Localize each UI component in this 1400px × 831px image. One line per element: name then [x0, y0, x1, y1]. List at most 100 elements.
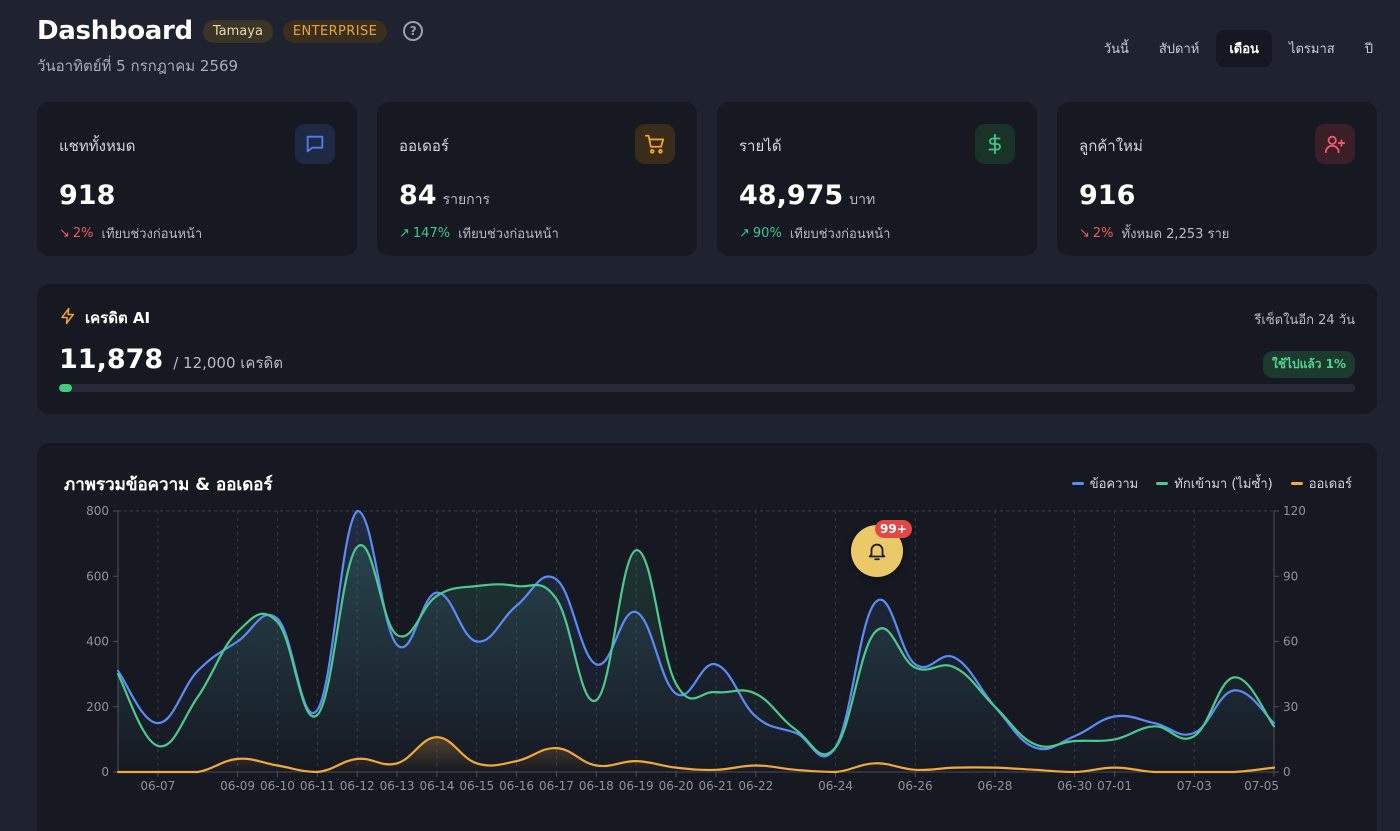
series-line-orders	[116, 736, 1276, 774]
stat-value-row: 916	[1079, 180, 1355, 211]
tab-year[interactable]: ปี	[1364, 42, 1373, 57]
stat-value: 84	[399, 180, 437, 211]
stat-note: เทียบช่วงก่อนหน้า	[789, 227, 891, 242]
stat-card-orders: ออเดอร์ 84 รายการ ↗ 147% เทียบช่วงก่อนหน…	[377, 102, 697, 256]
x-tick-label: 06-22	[738, 779, 773, 793]
title-row: Dashboard Tamaya ENTERPRISE ?	[37, 16, 1376, 46]
credit-progress-fill	[59, 384, 72, 392]
time-range-tabs: วันนี้ สัปดาห์ เดือน ไตรมาส ปี	[1091, 30, 1386, 67]
tab-week[interactable]: สัปดาห์	[1158, 42, 1200, 57]
y-right-tick-label: 90	[1283, 569, 1298, 583]
stat-card-chats: แชททั้งหมด 918 ↘ 2% เทียบช่วงก่อนหน้า	[37, 102, 357, 256]
line-chart: 0 200 400 600 800 0 30 60 90 120 06-07 06-09 06-10 06…	[86, 504, 1306, 793]
legend-swatch	[1071, 482, 1084, 485]
x-tick-label: 07-03	[1177, 779, 1212, 793]
series-line-incoming	[116, 543, 1276, 756]
stat-footer: ↗ 90% เทียบช่วงก่อนหน้า	[739, 223, 1015, 244]
x-tick-label: 07-01	[1097, 779, 1132, 793]
y-right-tick-label: 0	[1283, 765, 1291, 779]
credit-progress-track	[59, 384, 1355, 392]
stat-value-row: 84 รายการ	[399, 180, 675, 211]
stat-footer: ↘ 2% ทั้งหมด 2,253 ราย	[1079, 223, 1355, 244]
credit-title-row: เครดิต AI	[59, 306, 1355, 330]
current-date: วันอาทิตย์ที่ 5 กรกฎาคม 2569	[37, 57, 239, 75]
trend-up-icon: ↗	[399, 226, 410, 241]
credit-used-badge: ใช้ไปแล้ว 1%	[1262, 351, 1355, 378]
legend-item-orders[interactable]: ออเดอร์	[1290, 473, 1352, 494]
x-tick-label: 06-12	[340, 779, 375, 793]
tab-today[interactable]: วันนี้	[1103, 42, 1129, 57]
help-icon[interactable]: ?	[403, 21, 424, 41]
trend-down-icon: ↘	[1079, 226, 1090, 241]
stat-card-revenue: รายได้ 48,975 บาท ↗ 90% เทียบช่วงก่อนหน้…	[717, 102, 1037, 256]
user-plus-icon	[1315, 124, 1355, 164]
trend-down-icon: ↘	[59, 226, 70, 241]
notification-count-badge: 99+	[875, 520, 912, 538]
x-tick-label: 06-11	[300, 779, 335, 793]
legend-item-incoming[interactable]: ทักเข้ามา (ไม่ซ้ำ)	[1156, 473, 1273, 494]
legend-label: ข้อความ	[1089, 477, 1139, 492]
stat-change: 2%	[1092, 226, 1114, 241]
stat-value-row: 918	[59, 180, 335, 211]
legend-label: ทักเข้ามา (ไม่ซ้ำ)	[1174, 477, 1273, 492]
stat-change: 90%	[752, 226, 782, 241]
legend-item-messages[interactable]: ข้อความ	[1071, 473, 1139, 494]
stat-unit: บาท	[849, 192, 876, 208]
stat-unit: รายการ	[442, 192, 491, 208]
y-left-tick-label: 400	[86, 635, 109, 649]
credit-value-row: 11,878 / 12,000 เครดิต	[59, 344, 1355, 375]
x-tick-label: 06-20	[659, 779, 694, 793]
x-tick-label: 06-14	[419, 779, 454, 793]
stat-change: 147%	[412, 226, 451, 241]
bell-icon	[868, 543, 886, 561]
y-left-tick-label: 0	[101, 765, 109, 779]
stat-card-new-customers: ลูกค้าใหม่ 916 ↘ 2% ทั้งหมด 2,253 ราย	[1057, 102, 1377, 256]
x-tick-label: 06-07	[140, 779, 175, 793]
page-title: Dashboard	[37, 16, 193, 46]
page-header: Dashboard Tamaya ENTERPRISE ? วันอาทิตย์…	[37, 16, 1376, 76]
series-area-orders	[118, 737, 1274, 772]
stat-footer: ↗ 147% เทียบช่วงก่อนหน้า	[399, 223, 675, 244]
credit-title: เครดิต AI	[85, 309, 151, 327]
series-area-incoming	[118, 545, 1274, 772]
stat-value-row: 48,975 บาท	[739, 180, 1015, 211]
x-tick-label: 06-24	[818, 779, 853, 793]
y-left-tick-label: 600	[86, 569, 109, 583]
x-tick-label: 06-28	[978, 779, 1013, 793]
ai-credit-card: เครดิต AI รีเซ็ตในอีก 24 วัน 11,878 / 12…	[37, 284, 1377, 414]
chat-icon	[295, 124, 335, 164]
tab-month[interactable]: เดือน	[1216, 30, 1272, 67]
stat-label: ลูกค้าใหม่	[1079, 137, 1143, 155]
x-tick-label: 06-17	[539, 779, 574, 793]
x-tick-label: 06-18	[579, 779, 614, 793]
stat-label: ออเดอร์	[399, 137, 449, 155]
workspace-badge: Tamaya	[202, 19, 273, 43]
lightning-icon	[59, 307, 77, 329]
overview-chart-card: ภาพรวมข้อความ & ออเดอร์ ข้อความ ทักเข้าม…	[37, 443, 1377, 831]
y-left-tick-label: 200	[86, 700, 109, 714]
x-tick-label: 07-05	[1244, 779, 1279, 793]
plan-badge: ENTERPRISE	[282, 19, 388, 43]
stat-label: รายได้	[739, 137, 782, 155]
legend-swatch	[1290, 482, 1303, 485]
y-right-tick-label: 30	[1283, 700, 1298, 714]
x-tick-label: 06-15	[459, 779, 494, 793]
tab-quarter[interactable]: ไตรมาส	[1288, 42, 1335, 57]
credit-reset-text: รีเซ็ตในอีก 24 วัน	[1254, 313, 1355, 328]
stat-value: 48,975	[739, 180, 844, 211]
x-tick-label: 06-21	[698, 779, 733, 793]
x-tick-label: 06-26	[898, 779, 933, 793]
x-tick-label: 06-30	[1057, 779, 1092, 793]
legend-label: ออเดอร์	[1308, 477, 1352, 492]
dollar-icon	[975, 124, 1015, 164]
x-tick-label: 06-16	[499, 779, 534, 793]
legend-swatch	[1156, 482, 1169, 485]
x-tick-label: 06-09	[220, 779, 255, 793]
stat-note: เทียบช่วงก่อนหน้า	[458, 227, 559, 242]
credit-remaining: 11,878	[59, 344, 164, 375]
credit-total: / 12,000 เครดิต	[173, 354, 283, 372]
y-right-tick-label: 60	[1283, 635, 1298, 649]
x-tick-label: 06-19	[619, 779, 654, 793]
chart-legend: ข้อความ ทักเข้ามา (ไม่ซ้ำ) ออเดอร์	[1071, 473, 1352, 494]
stat-footer: ↘ 2% เทียบช่วงก่อนหน้า	[59, 223, 335, 244]
